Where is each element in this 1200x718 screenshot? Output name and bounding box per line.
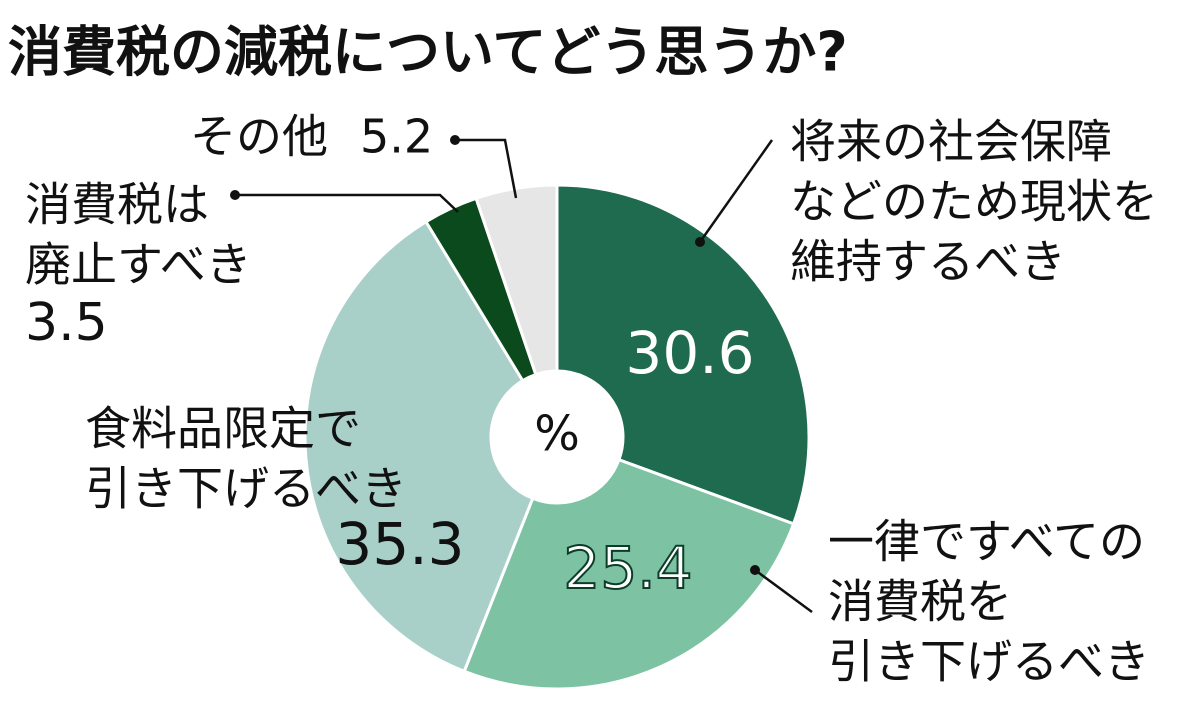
category-label: 廃止すべき [25,238,252,292]
slice [474,183,559,377]
leader-line [235,193,459,213]
category-label: その他 [190,110,328,164]
value-label: 5.2 [360,110,433,164]
leader-dot [695,237,705,247]
category-label: 一律ですべての [828,515,1145,569]
slice [303,219,535,674]
value-label: 3.5 [25,293,108,353]
value-label: 25.4 [563,534,692,602]
leader-dot [750,565,760,575]
slice [462,457,796,691]
center-label: % [534,406,580,462]
category-label: 消費税は [25,178,209,232]
category-label: などのため現状を [790,175,1158,229]
chart-title: 消費税の減税についてどう思うか? [8,21,848,84]
category-label: 維持するべき [790,235,1066,289]
category-label: 食料品限定で [85,402,361,456]
leader-dot [450,135,460,145]
value-label: 35.3 [335,510,464,578]
leader-line [754,568,813,614]
category-label: 引き下げるべき [828,635,1150,689]
value-label: 30.6 [625,319,754,387]
slice [555,183,811,526]
leader-line [455,138,518,199]
leader-line [698,139,774,243]
leader-dot [230,190,240,200]
category-label: 消費税を [828,575,1012,629]
category-label: 将来の社会保障 [790,115,1112,169]
category-label: 引き下げるべき [85,462,407,516]
